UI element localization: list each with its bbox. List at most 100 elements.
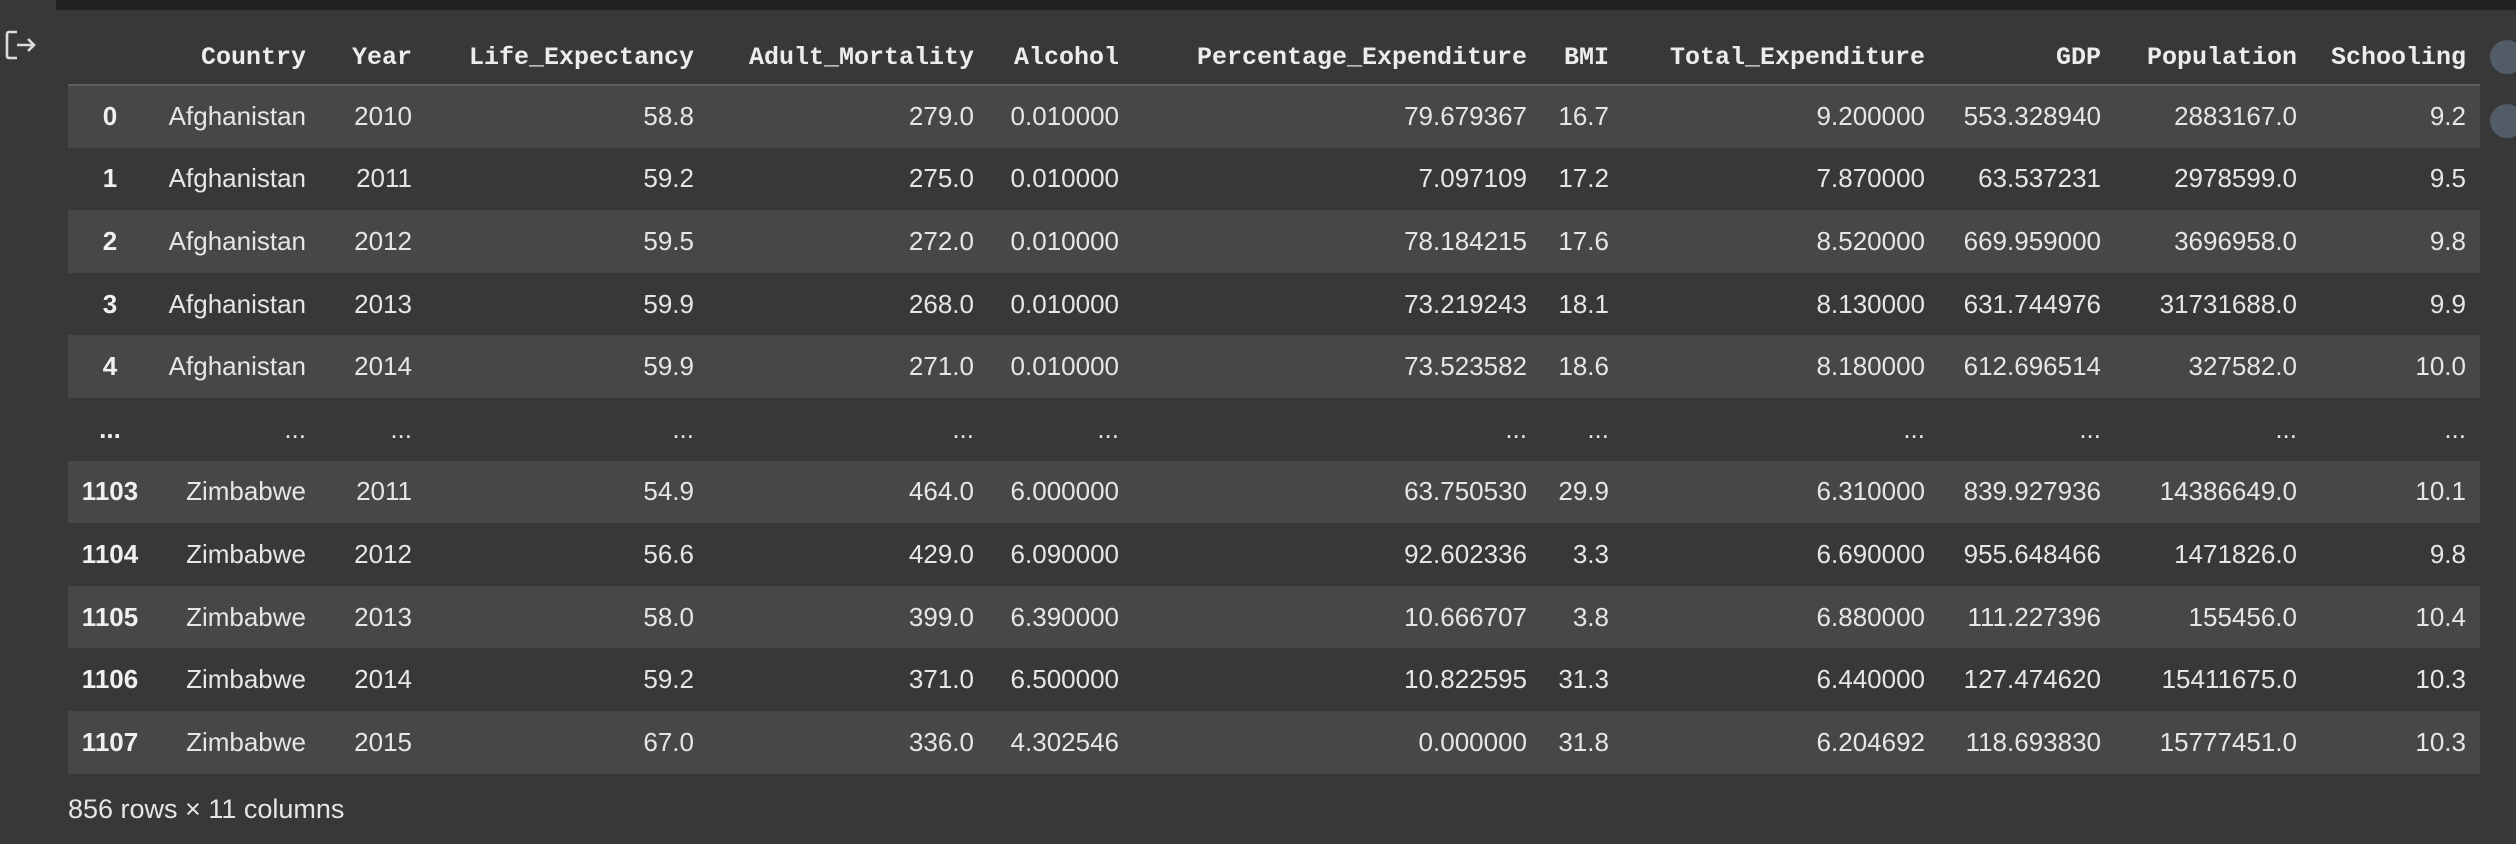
table-cell: 6.310000 xyxy=(1816,476,1925,507)
table-cell: 2015 xyxy=(354,726,412,757)
table-cell: 59.9 xyxy=(643,288,694,319)
table-cell: 631.744976 xyxy=(1963,288,2101,319)
column-header: Total_Expenditure xyxy=(1623,30,1939,86)
table-cell: 2012 xyxy=(354,225,412,256)
index-header xyxy=(68,30,152,86)
table-cell: 111.227396 xyxy=(1967,601,2101,632)
table-cell: ... xyxy=(1097,413,1119,444)
table-cell: 2011 xyxy=(356,163,412,194)
table-cell: 399.0 xyxy=(908,601,974,632)
table-row: 1107 Zimbabwe 2015 67.0 336.0 4.302546 0.00000… xyxy=(68,710,2480,774)
table-cell: 31.8 xyxy=(1558,726,1609,757)
table-row: 1 Afghanistan 2011 59.2 275.0 0.010000 7.09710… xyxy=(68,147,2480,211)
table-cell: 2013 xyxy=(354,601,412,632)
table-cell: 67.0 xyxy=(643,726,694,757)
table-cell: 9.8 xyxy=(2429,538,2466,569)
table-cell: ... xyxy=(1903,413,1925,444)
table-cell: 336.0 xyxy=(908,726,974,757)
table-cell: 118.693830 xyxy=(1965,726,2101,757)
table-cell: 0.010000 xyxy=(1010,351,1119,382)
open-output-icon[interactable] xyxy=(2,26,40,64)
column-header: Alcohol xyxy=(988,30,1133,86)
table-cell: 17.2 xyxy=(1558,163,1609,194)
table-cell: 2014 xyxy=(354,351,412,382)
table-cell: 6.090000 xyxy=(1010,538,1119,569)
table-cell: 2011 xyxy=(356,476,412,507)
table-cell: 31731688.0 xyxy=(2159,288,2297,319)
table-cell: 2010 xyxy=(354,101,412,132)
table-cell: ... xyxy=(2275,413,2297,444)
table-cell: 10.1 xyxy=(2415,476,2466,507)
table-cell: 56.6 xyxy=(643,538,694,569)
table-cell: ... xyxy=(390,413,412,444)
table-cell: Afghanistan xyxy=(168,225,306,256)
table-cell: 1471826.0 xyxy=(2174,538,2297,569)
column-header: BMI xyxy=(1541,30,1623,86)
table-cell: 0.000000 xyxy=(1418,726,1527,757)
table-cell: 31.3 xyxy=(1558,664,1609,695)
scroll-indicator[interactable] xyxy=(2490,104,2516,138)
table-cell: 4.302546 xyxy=(1010,726,1119,757)
table-cell: 6.000000 xyxy=(1010,476,1119,507)
table-cell: 127.474620 xyxy=(1963,664,2101,695)
table-row: 4 Afghanistan 2014 59.9 271.0 0.010000 73.5235… xyxy=(68,335,2480,398)
table-cell: 8.520000 xyxy=(1816,225,1925,256)
table-cell: ... xyxy=(952,413,974,444)
table-cell: ... xyxy=(672,413,694,444)
table-cell: 2013 xyxy=(354,288,412,319)
table-cell: 78.184215 xyxy=(1404,225,1527,256)
table-cell: ... xyxy=(1505,413,1527,444)
table-cell: 59.2 xyxy=(643,664,694,695)
table-cell: 268.0 xyxy=(908,288,974,319)
dataframe-output: Country Year Life_Expectancy Adult_Mortalit… xyxy=(68,30,2480,774)
table-cell: 73.219243 xyxy=(1404,288,1527,319)
table-cell: 8.130000 xyxy=(1816,288,1925,319)
column-header: Adult_Mortality xyxy=(708,30,988,86)
row-index: 0 xyxy=(102,101,118,132)
table-row: 2 Afghanistan 2012 59.5 272.0 0.010000 78.1842… xyxy=(68,210,2480,273)
toolbar-tab[interactable] xyxy=(0,0,56,10)
table-cell: 9.200000 xyxy=(1816,101,1925,132)
table-cell: 9.2 xyxy=(2429,101,2466,132)
table-cell: 327582.0 xyxy=(2188,351,2297,382)
table-cell: 15777451.0 xyxy=(2159,726,2297,757)
table-cell: ... xyxy=(1587,413,1609,444)
table-cell: 9.9 xyxy=(2429,288,2466,319)
table-cell: 955.648466 xyxy=(1963,538,2101,569)
table-row: 3 Afghanistan 2013 59.9 268.0 0.010000 73.2192… xyxy=(68,272,2480,336)
table-cell: 16.7 xyxy=(1558,101,1609,132)
table-row: 1106 Zimbabwe 2014 59.2 371.0 6.500000 10.8225… xyxy=(68,648,2480,711)
table-cell: 17.6 xyxy=(1558,225,1609,256)
table-cell: Zimbabwe xyxy=(186,538,306,569)
table-cell: 14386649.0 xyxy=(2159,476,2297,507)
table-cell: 3.3 xyxy=(1572,538,1609,569)
dataframe-table: Country Year Life_Expectancy Adult_Mortalit… xyxy=(68,30,2480,774)
table-row: 1104 Zimbabwe 2012 56.6 429.0 6.090000 92.6023… xyxy=(68,523,2480,586)
header-row: Country Year Life_Expectancy Adult_Mortalit… xyxy=(68,30,2480,86)
table-cell: 3.8 xyxy=(1572,601,1609,632)
row-index: 1 xyxy=(102,163,118,194)
table-cell: 8.180000 xyxy=(1816,351,1925,382)
table-cell: Zimbabwe xyxy=(186,476,306,507)
table-cell: 10.666707 xyxy=(1404,601,1527,632)
row-index: ... xyxy=(99,413,121,444)
table-cell: 7.097109 xyxy=(1418,163,1527,194)
table-cell: 6.500000 xyxy=(1010,664,1119,695)
table-cell: 6.690000 xyxy=(1816,538,1925,569)
scroll-indicator[interactable] xyxy=(2490,40,2516,74)
table-cell: 155456.0 xyxy=(2188,601,2297,632)
table-cell: 58.0 xyxy=(643,601,694,632)
table-cell: 839.927936 xyxy=(1963,476,2101,507)
table-cell: 59.9 xyxy=(643,351,694,382)
table-cell: 10.822595 xyxy=(1404,664,1527,695)
table-cell: 612.696514 xyxy=(1963,351,2101,382)
row-index: 1104 xyxy=(81,538,139,569)
table-cell: Afghanistan xyxy=(168,351,306,382)
table-cell: 275.0 xyxy=(908,163,974,194)
table-cell: Afghanistan xyxy=(168,163,306,194)
column-header: Year xyxy=(320,30,426,86)
table-cell: 2978599.0 xyxy=(2174,163,2297,194)
table-cell: Zimbabwe xyxy=(186,601,306,632)
table-cell: Afghanistan xyxy=(168,288,306,319)
column-header: GDP xyxy=(1939,30,2115,86)
